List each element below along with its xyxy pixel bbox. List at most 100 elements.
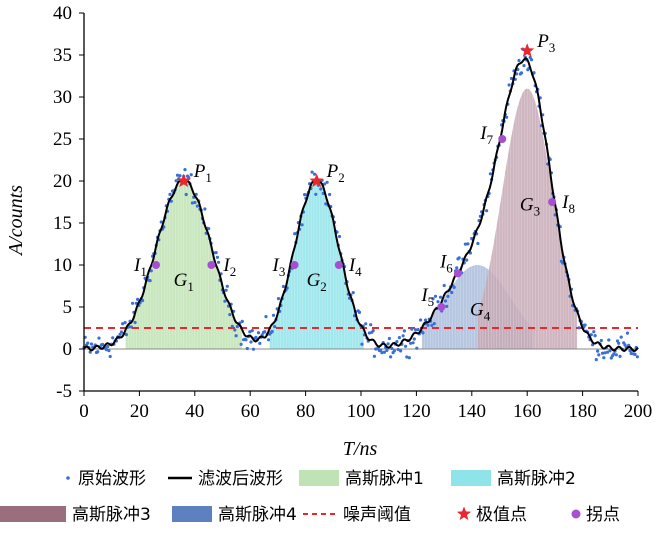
raw-point <box>399 349 403 353</box>
inflection-label-I7-sub: 7 <box>487 132 494 147</box>
legend: 原始波形 滤波后波形 高斯脉冲1 高斯脉冲2 高斯脉冲3 高斯脉冲4 噪声阈值 极值点 拐点 <box>0 469 620 525</box>
inflection-label-I4-letter: I <box>348 255 357 276</box>
raw-point <box>612 352 616 356</box>
gaussian-label-G1-sub: 1 <box>187 279 194 294</box>
inflection-point-I1 <box>152 261 161 269</box>
raw-point <box>396 347 400 352</box>
raw-point <box>397 336 401 340</box>
raw-point <box>141 299 145 303</box>
raw-point <box>463 242 467 246</box>
raw-point <box>392 349 396 353</box>
raw-point <box>522 64 526 68</box>
gaussian-label-G1-letter: G <box>174 270 188 291</box>
raw-point <box>603 351 607 355</box>
inflection-label-I6-letter: I <box>439 251 448 272</box>
raw-point <box>380 351 384 355</box>
y-axis-label: A/counts <box>5 185 27 257</box>
gaussian-pulse-G1 <box>125 181 242 349</box>
raw-point <box>168 192 172 196</box>
x-tick-label: 40 <box>185 401 204 422</box>
raw-point <box>596 349 600 353</box>
raw-point <box>412 337 416 341</box>
inflection-label-I6-sub: 6 <box>446 260 453 275</box>
x-tick-label: 0 <box>79 401 89 422</box>
raw-point <box>618 354 622 358</box>
raw-point <box>230 324 234 328</box>
raw-point <box>390 346 394 351</box>
legend-label-g1: 高斯脉冲1 <box>345 469 424 489</box>
raw-point <box>607 338 611 342</box>
raw-point <box>360 342 364 346</box>
raw-point <box>561 261 565 265</box>
raw-point <box>101 342 105 347</box>
raw-point <box>175 173 180 177</box>
filtered-line <box>83 57 639 353</box>
raw-point <box>189 173 193 177</box>
raw-point <box>273 325 277 329</box>
legend-symbol-inflection <box>571 509 581 519</box>
raw-point <box>583 323 587 327</box>
inflection-label-I7: I7 <box>479 123 493 147</box>
raw-point <box>254 335 258 339</box>
inflection-point-I7 <box>498 135 507 143</box>
raw-point <box>372 354 376 358</box>
raw-point <box>401 334 405 338</box>
raw-point <box>457 256 461 260</box>
raw-point <box>371 329 375 333</box>
x-tick-label: 120 <box>402 401 431 422</box>
y-tick-label: 40 <box>53 3 72 24</box>
legend-label-extreme: 极值点 <box>476 505 527 525</box>
legend-symbol-extreme <box>456 506 472 521</box>
raw-point <box>465 258 469 262</box>
raw-point <box>602 356 606 360</box>
legend-label-g3: 高斯脉冲3 <box>72 505 151 525</box>
raw-point <box>415 346 419 350</box>
inflection-point-I2 <box>207 261 216 269</box>
extreme-label-P2: P2 <box>326 161 345 185</box>
legend-label-filtered: 滤波后波形 <box>198 469 283 489</box>
raw-point <box>430 323 434 327</box>
raw-point <box>619 335 623 339</box>
extreme-point-P3 <box>520 43 535 57</box>
raw-point <box>419 318 423 322</box>
legend-label-raw: 原始波形 <box>78 469 146 489</box>
inflection-label-I3: I3 <box>272 255 286 279</box>
inflection-label-I1-letter: I <box>133 255 142 276</box>
raw-point <box>432 322 436 326</box>
raw-point <box>617 341 621 345</box>
raw-point <box>635 355 640 359</box>
inflection-label-I4-sub: 4 <box>355 264 362 279</box>
x-tick-label: 140 <box>458 401 487 422</box>
raw-point <box>225 284 229 288</box>
raw-point <box>263 330 267 334</box>
raw-point <box>411 341 415 345</box>
raw-point <box>389 355 393 359</box>
raw-point <box>96 350 100 354</box>
y-tick-label: 5 <box>63 297 73 318</box>
legend-symbol-g2 <box>451 470 491 486</box>
raw-point <box>633 352 637 356</box>
y-tick-label: 25 <box>53 129 72 150</box>
raw-point <box>217 260 221 264</box>
raw-point <box>276 297 281 301</box>
y-tick-label: 10 <box>53 255 72 276</box>
raw-point <box>414 328 418 332</box>
raw-point <box>476 241 480 246</box>
raw-point <box>625 331 630 335</box>
raw-point <box>215 255 219 259</box>
raw-point <box>133 320 137 325</box>
gaussian-label-G1: G1 <box>174 270 194 294</box>
legend-symbol-g4 <box>172 506 212 522</box>
raw-point <box>532 71 536 75</box>
raw-point <box>86 341 90 345</box>
legend-symbol-g1 <box>299 470 339 486</box>
inflection-label-I5-letter: I <box>420 285 429 306</box>
raw-point <box>386 342 390 346</box>
x-axis-label-text: T/ns <box>343 438 378 460</box>
raw-point <box>89 342 94 346</box>
raw-point <box>405 355 409 359</box>
raw-point <box>270 329 274 334</box>
y-tick-label: 0 <box>63 339 73 360</box>
raw-point <box>233 328 237 332</box>
raw-point <box>402 329 406 333</box>
